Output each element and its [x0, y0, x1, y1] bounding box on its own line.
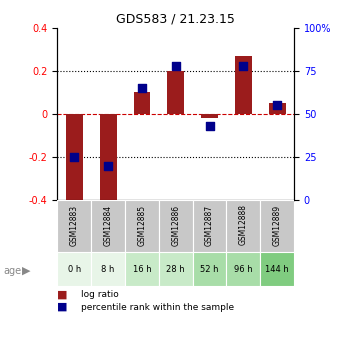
Text: ■: ■ — [57, 302, 68, 312]
Text: 8 h: 8 h — [101, 265, 115, 274]
Title: GDS583 / 21.23.15: GDS583 / 21.23.15 — [116, 12, 235, 25]
Point — [274, 102, 280, 108]
Bar — [201, 114, 218, 118]
Point — [241, 63, 246, 68]
Text: GSM12884: GSM12884 — [104, 204, 113, 246]
Bar — [134, 92, 150, 114]
Bar — [226, 200, 260, 252]
Text: 144 h: 144 h — [265, 265, 289, 274]
Bar — [260, 200, 294, 252]
Text: GSM12886: GSM12886 — [171, 204, 180, 246]
Bar — [269, 103, 286, 114]
Text: log ratio: log ratio — [81, 290, 119, 299]
Point — [139, 85, 145, 91]
Text: 52 h: 52 h — [200, 265, 219, 274]
Bar — [235, 56, 252, 114]
Text: GSM12888: GSM12888 — [239, 205, 248, 245]
Text: age: age — [3, 266, 22, 276]
Bar — [260, 252, 294, 286]
Bar — [91, 252, 125, 286]
Bar — [66, 114, 83, 207]
Text: 16 h: 16 h — [132, 265, 151, 274]
Bar — [159, 200, 193, 252]
Bar — [125, 200, 159, 252]
Text: 0 h: 0 h — [68, 265, 81, 274]
Text: ■: ■ — [57, 290, 68, 300]
Point — [173, 63, 178, 68]
Bar — [193, 200, 226, 252]
Text: GSM12885: GSM12885 — [138, 204, 146, 246]
Point — [72, 154, 77, 160]
Bar — [159, 252, 193, 286]
Text: GSM12889: GSM12889 — [273, 204, 282, 246]
Text: 28 h: 28 h — [166, 265, 185, 274]
Text: GSM12887: GSM12887 — [205, 204, 214, 246]
Bar — [57, 200, 91, 252]
Point — [105, 163, 111, 168]
Bar — [226, 252, 260, 286]
Point — [207, 123, 212, 129]
Text: 96 h: 96 h — [234, 265, 253, 274]
Bar — [125, 252, 159, 286]
Text: percentile rank within the sample: percentile rank within the sample — [81, 303, 234, 312]
Text: ▶: ▶ — [22, 266, 30, 276]
Bar — [193, 252, 226, 286]
Bar — [167, 71, 184, 114]
Text: GSM12883: GSM12883 — [70, 204, 79, 246]
Bar — [57, 252, 91, 286]
Bar — [91, 200, 125, 252]
Bar — [100, 114, 117, 204]
